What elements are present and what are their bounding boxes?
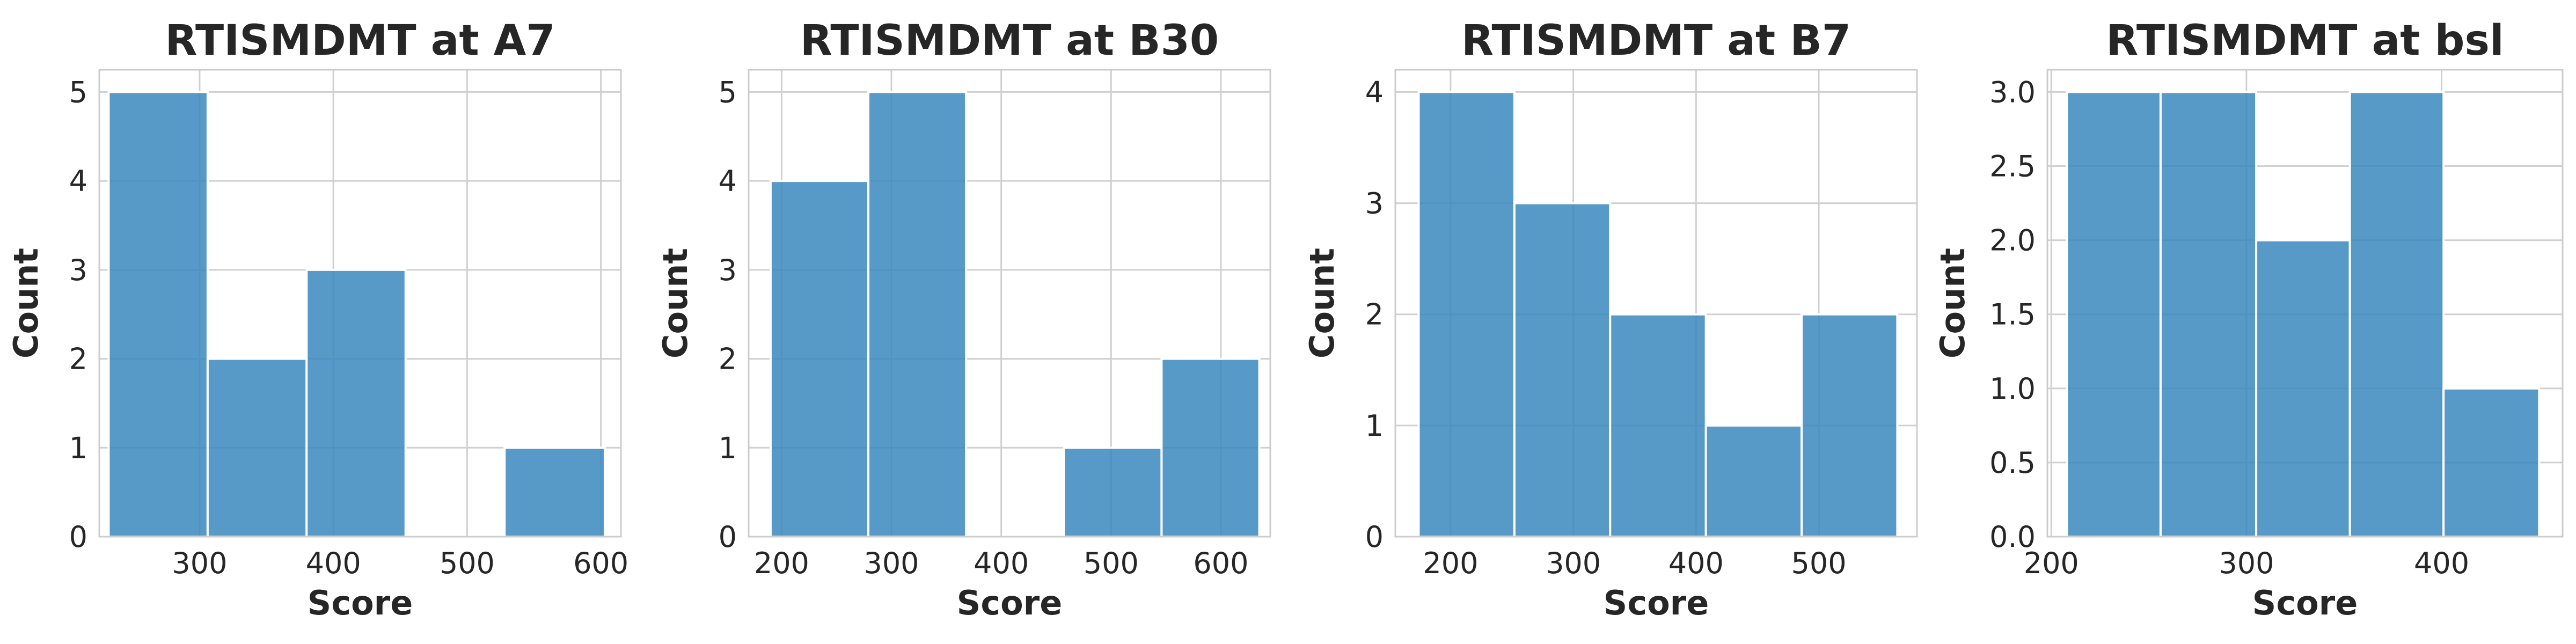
histogram-bar: [305, 268, 407, 538]
y-tick-label: 5: [719, 75, 737, 109]
histogram-bar: [1063, 447, 1163, 538]
histogram-bar: [1704, 424, 1803, 538]
x-tick-label: 600: [1193, 546, 1248, 580]
x-tick-label: 400: [2414, 546, 2469, 580]
histogram-bar: [107, 91, 209, 538]
histogram-bar: [2348, 91, 2445, 538]
x-axis-label: Score: [1604, 583, 1709, 623]
y-tick-label: 1.0: [1989, 372, 2036, 406]
y-tick-label: 0: [719, 520, 737, 554]
x-axis-label: Score: [2252, 583, 2358, 623]
histogram-bar: [2066, 91, 2162, 538]
y-tick-label: 4: [719, 164, 737, 198]
y-tick-label: 1: [719, 431, 737, 465]
histogram-bar: [503, 447, 606, 538]
x-tick-label: 200: [1423, 546, 1478, 580]
histogram-bar: [1513, 202, 1612, 538]
y-tick-label: 3.0: [1989, 75, 2036, 109]
plot-frame: [98, 69, 622, 538]
plot-frame: [1394, 69, 1918, 538]
y-tick-label: 2.5: [1989, 150, 2036, 184]
histogram-bar: [206, 357, 308, 538]
y-axis-label: Count: [656, 248, 695, 358]
y-axis-label: Count: [1933, 248, 1972, 358]
plot-frame: [748, 69, 1271, 538]
y-tick-label: 1.5: [1989, 298, 2036, 332]
y-tick-label: 0: [69, 520, 87, 554]
y-tick-label: 2: [1365, 298, 1384, 332]
x-tick-label: 300: [172, 546, 227, 580]
y-tick-label: 5: [69, 75, 87, 109]
x-tick-label: 600: [573, 546, 628, 580]
y-tick-label: 2.0: [1989, 224, 2036, 258]
histogram-panel-1: 300 400 500 600 0 1 2 3 4 5 RTISMDMT at A7 Score Cou…: [6, 17, 628, 623]
y-tick-label: 4: [69, 164, 87, 198]
x-axis-label: Score: [308, 583, 413, 623]
x-tick-label: 300: [2219, 546, 2274, 580]
histogram-bar: [2255, 239, 2351, 538]
histogram-bar: [1160, 357, 1261, 538]
y-axis-label: Count: [1302, 248, 1342, 358]
x-axis-label: Score: [957, 583, 1063, 623]
y-tick-label: 4: [1365, 75, 1384, 109]
x-tick-label: 500: [1084, 546, 1139, 580]
y-tick-label: 2: [719, 342, 737, 376]
x-tick-label: 500: [440, 546, 495, 580]
y-tick-label: 2: [69, 342, 87, 376]
y-axis-label: Count: [6, 248, 46, 358]
histogram-bar: [2442, 387, 2541, 538]
x-tick-label: 500: [1791, 546, 1846, 580]
x-tick-label: 300: [1546, 546, 1601, 580]
plot-frame: [2046, 69, 2564, 538]
histogram-bar: [867, 91, 968, 538]
chart-title: RTISMDMT at A7: [165, 17, 555, 65]
x-tick-label: 200: [2024, 546, 2079, 580]
chart-title: RTISMDMT at B30: [800, 17, 1219, 65]
x-tick-label: 200: [754, 546, 809, 580]
histogram-panel-2: 200 300 400 500 600 0 1 2 3 4 5 RTISMDMT at B30 Scor…: [656, 17, 1271, 623]
chart-title: RTISMDMT at B7: [1461, 17, 1851, 65]
histogram-bar: [1801, 313, 1899, 538]
x-tick-label: 300: [863, 546, 919, 580]
y-tick-label: 3: [1365, 187, 1384, 221]
histogram-bar: [2159, 91, 2258, 538]
y-tick-label: 3: [719, 253, 737, 287]
x-tick-label: 400: [1668, 546, 1724, 580]
x-tick-label: 400: [306, 546, 361, 580]
histogram-bar: [1609, 313, 1707, 538]
y-tick-label: 3: [69, 253, 87, 287]
y-tick-label: 0: [1365, 520, 1384, 554]
y-tick-label: 0.5: [1989, 446, 2036, 480]
y-tick-label: 1: [1365, 409, 1384, 443]
histogram-bar: [1417, 91, 1516, 538]
y-tick-label: 0.0: [1989, 520, 2036, 554]
x-tick-label: 400: [974, 546, 1029, 580]
histogram-panel-4: 200 300 400 0.0 0.5 1.0 1.5 2.0 2.5 3.0 RTISMDMT a…: [1933, 17, 2564, 623]
histogram-bar: [769, 180, 870, 538]
chart-title: RTISMDMT at bsl: [2106, 17, 2504, 65]
y-tick-label: 1: [69, 431, 87, 465]
histogram-panel-3: 200 300 400 500 0 1 2 3 4 RTISMDMT at B7 Score Coun…: [1302, 17, 1918, 623]
